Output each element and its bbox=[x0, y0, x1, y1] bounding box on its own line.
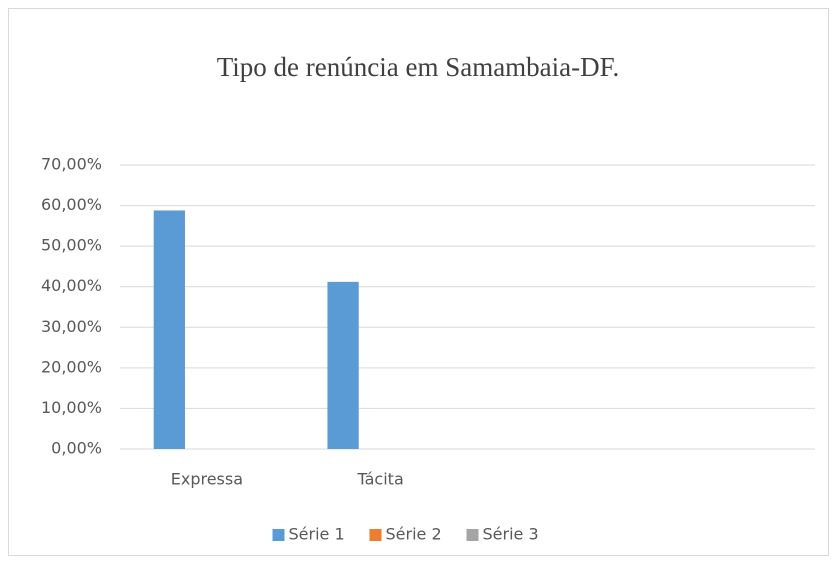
y-tick-label: 10,00% bbox=[41, 398, 102, 417]
legend-swatch bbox=[466, 529, 479, 541]
y-tick-label: 30,00% bbox=[41, 317, 102, 336]
legend-label: Série 3 bbox=[483, 525, 539, 544]
y-tick-label: 40,00% bbox=[41, 276, 102, 295]
legend-swatch bbox=[369, 529, 382, 541]
legend-label: Série 2 bbox=[386, 525, 442, 544]
x-tick-label: Expressa bbox=[171, 470, 243, 489]
x-tick-label: Tácita bbox=[357, 470, 404, 489]
legend-swatch bbox=[272, 529, 285, 541]
bar bbox=[327, 281, 359, 449]
y-tick-label: 70,00% bbox=[41, 155, 102, 174]
y-tick-label: 50,00% bbox=[41, 236, 102, 255]
y-tick-label: 20,00% bbox=[41, 357, 102, 376]
chart-title: Tipo de renúncia em Samambaia-DF. bbox=[217, 52, 620, 82]
y-tick-label: 60,00% bbox=[41, 195, 102, 214]
legend-label: Série 1 bbox=[289, 525, 345, 544]
y-tick-label: 0,00% bbox=[51, 439, 102, 458]
chart-border bbox=[8, 8, 829, 556]
bar bbox=[153, 210, 185, 449]
